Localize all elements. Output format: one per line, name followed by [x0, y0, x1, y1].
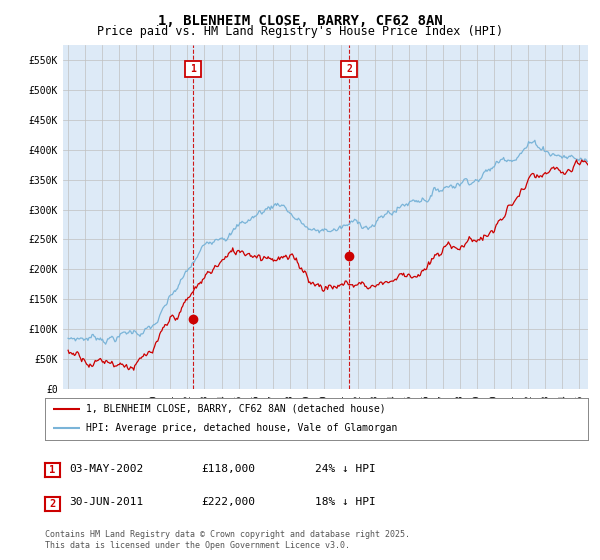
- Text: 1: 1: [49, 465, 56, 475]
- Text: 1, BLENHEIM CLOSE, BARRY, CF62 8AN (detached house): 1, BLENHEIM CLOSE, BARRY, CF62 8AN (deta…: [86, 404, 385, 414]
- Text: 18% ↓ HPI: 18% ↓ HPI: [315, 497, 376, 507]
- Text: £118,000: £118,000: [201, 464, 255, 474]
- Text: 2: 2: [346, 64, 352, 74]
- Text: 24% ↓ HPI: 24% ↓ HPI: [315, 464, 376, 474]
- Text: 1, BLENHEIM CLOSE, BARRY, CF62 8AN: 1, BLENHEIM CLOSE, BARRY, CF62 8AN: [158, 14, 442, 28]
- Text: £222,000: £222,000: [201, 497, 255, 507]
- Text: 2: 2: [49, 499, 56, 509]
- Text: Price paid vs. HM Land Registry's House Price Index (HPI): Price paid vs. HM Land Registry's House …: [97, 25, 503, 38]
- Text: Contains HM Land Registry data © Crown copyright and database right 2025.: Contains HM Land Registry data © Crown c…: [45, 530, 410, 539]
- Text: This data is licensed under the Open Government Licence v3.0.: This data is licensed under the Open Gov…: [45, 541, 350, 550]
- Text: HPI: Average price, detached house, Vale of Glamorgan: HPI: Average price, detached house, Vale…: [86, 423, 397, 433]
- Text: 1: 1: [190, 64, 196, 74]
- Text: 30-JUN-2011: 30-JUN-2011: [69, 497, 143, 507]
- Text: 03-MAY-2002: 03-MAY-2002: [69, 464, 143, 474]
